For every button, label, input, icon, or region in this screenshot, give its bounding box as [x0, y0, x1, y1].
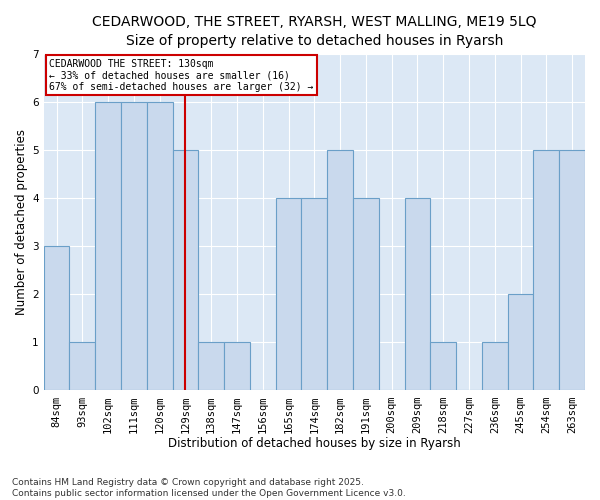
Bar [224, 342, 250, 390]
Y-axis label: Number of detached properties: Number of detached properties [15, 129, 28, 315]
Text: CEDARWOOD THE STREET: 130sqm
← 33% of detached houses are smaller (16)
67% of se: CEDARWOOD THE STREET: 130sqm ← 33% of de… [49, 59, 313, 92]
Bar [70, 342, 95, 390]
Bar [95, 102, 121, 391]
Bar [404, 198, 430, 390]
Bar [147, 102, 173, 391]
Title: CEDARWOOD, THE STREET, RYARSH, WEST MALLING, ME19 5LQ
Size of property relative : CEDARWOOD, THE STREET, RYARSH, WEST MALL… [92, 15, 536, 48]
Bar [199, 342, 224, 390]
Bar [173, 150, 199, 390]
Text: Contains HM Land Registry data © Crown copyright and database right 2025.
Contai: Contains HM Land Registry data © Crown c… [12, 478, 406, 498]
Bar [121, 102, 147, 391]
Bar [327, 150, 353, 390]
Bar [508, 294, 533, 390]
Bar [482, 342, 508, 390]
Bar [533, 150, 559, 390]
Bar [301, 198, 327, 390]
Bar [275, 198, 301, 390]
X-axis label: Distribution of detached houses by size in Ryarsh: Distribution of detached houses by size … [168, 437, 461, 450]
Bar [44, 246, 70, 390]
Bar [353, 198, 379, 390]
Bar [430, 342, 456, 390]
Bar [559, 150, 585, 390]
